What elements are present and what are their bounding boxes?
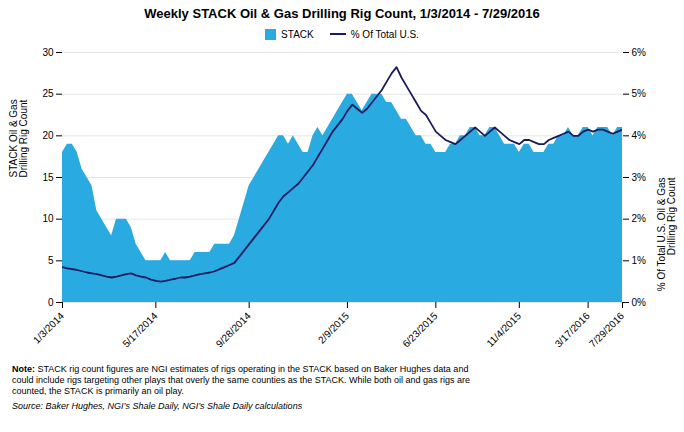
svg-text:25: 25 — [42, 88, 54, 99]
svg-text:5/17/2014: 5/17/2014 — [120, 310, 160, 350]
svg-text:11/4/2015: 11/4/2015 — [484, 310, 523, 349]
svg-text:4%: 4% — [632, 130, 647, 141]
svg-text:20: 20 — [42, 130, 54, 141]
svg-text:5: 5 — [48, 255, 54, 266]
svg-text:0%: 0% — [632, 297, 647, 308]
svg-text:STACK Oil & GasDrilling Rig Co: STACK Oil & GasDrilling Rig Count — [8, 99, 29, 177]
html-text:STACK: STACK — [281, 28, 314, 40]
svg-text:15: 15 — [42, 172, 54, 183]
svg-text:7/29/2016: 7/29/2016 — [587, 310, 627, 350]
svg-text:1%: 1% — [632, 255, 647, 266]
svg-text:10: 10 — [42, 213, 54, 224]
svg-text:% Of Total U.S. Oil & GasDrill: % Of Total U.S. Oil & GasDrilling Rig Co… — [656, 177, 677, 291]
html-text:Note: STACK rig count figures: Note: STACK rig count figures are NGI es… — [12, 364, 471, 396]
svg-text:3/17/2016: 3/17/2016 — [553, 310, 593, 350]
svg-text:6%: 6% — [632, 47, 647, 58]
svg-text:1/3/2014: 1/3/2014 — [31, 310, 67, 346]
html-text:Weekly STACK Oil & Gas Drillin: Weekly STACK Oil & Gas Drilling Rig Coun… — [144, 6, 540, 21]
svg-text:0: 0 — [48, 297, 54, 308]
svg-text:2/9/2015: 2/9/2015 — [316, 310, 352, 346]
svg-text:6/23/2015: 6/23/2015 — [400, 310, 440, 350]
svg-text:2%: 2% — [632, 213, 647, 224]
html-text:% Of Total U.S.: % Of Total U.S. — [350, 28, 419, 40]
svg-text:30: 30 — [42, 47, 54, 58]
svg-text:5%: 5% — [632, 88, 647, 99]
html-text:Source: Baker Hughes, NGI’s Sh: Source: Baker Hughes, NGI’s Shale Daily,… — [12, 401, 303, 411]
svg-text:3%: 3% — [632, 172, 647, 183]
svg-text:9/28/2014: 9/28/2014 — [214, 310, 254, 350]
